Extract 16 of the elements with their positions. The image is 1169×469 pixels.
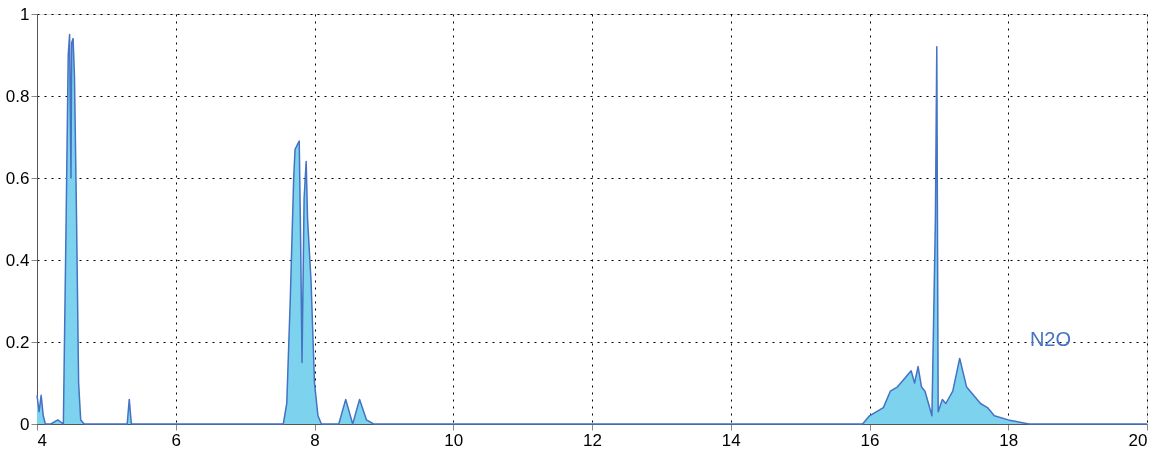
x-tick-label: 18 bbox=[999, 430, 1019, 450]
x-tick-label: 14 bbox=[721, 430, 741, 450]
x-tick-label: 16 bbox=[860, 430, 880, 450]
text: N2O bbox=[1029, 328, 1071, 350]
y-tick-label: 0 bbox=[20, 414, 30, 434]
x-tick-label: 6 bbox=[171, 430, 181, 450]
y-tick-label: 0.6 bbox=[5, 168, 30, 188]
x-tick-label: 4 bbox=[37, 430, 47, 450]
x-tick-label: 8 bbox=[310, 430, 320, 450]
x-tick-label: 20 bbox=[1128, 430, 1148, 450]
y-tick-label: 1 bbox=[20, 4, 30, 24]
y-tick-label: 0.8 bbox=[5, 86, 30, 106]
x-tick-label: 12 bbox=[583, 430, 602, 450]
y-tick-label: 0.4 bbox=[5, 250, 30, 270]
x-tick-label: 10 bbox=[444, 430, 464, 450]
y-tick-label: 0.2 bbox=[5, 332, 30, 352]
